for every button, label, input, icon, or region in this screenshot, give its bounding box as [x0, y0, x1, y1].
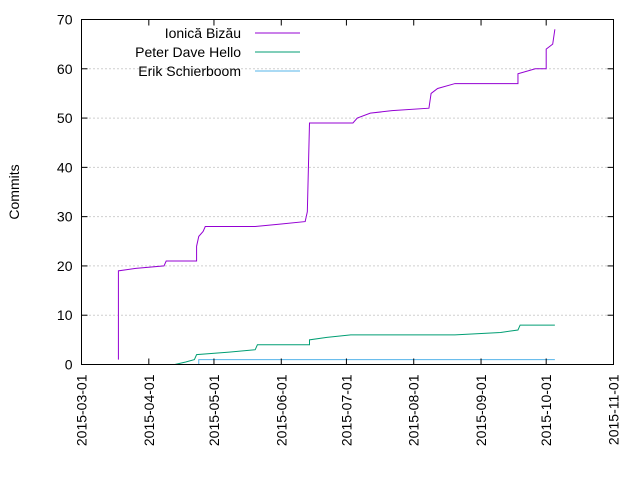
x-tick-labels: 2015-03-01 2015-04-01 2015-05-01 2015-06-01… — [74, 374, 622, 446]
y-tick-label: 30 — [57, 209, 73, 225]
x-tick-label: 2015-05-01 — [206, 374, 222, 446]
legend-label: Ionică Bizău — [165, 25, 241, 41]
x-tick-label: 2015-08-01 — [406, 374, 422, 446]
legend-label: Peter Dave Hello — [135, 44, 241, 60]
x-tick-label: 2015-06-01 — [273, 374, 289, 446]
y-axis-label: Commits — [6, 164, 22, 219]
y-tick-label: 10 — [57, 307, 73, 323]
plot-frame — [81, 19, 614, 365]
y-tick-label: 20 — [57, 258, 73, 274]
legend-label: Erik Schierboom — [138, 63, 241, 79]
y-tick-labels: 0 10 20 30 40 50 60 70 — [57, 12, 73, 373]
x-tick-label: 2015-07-01 — [338, 374, 354, 446]
x-tick-label: 2015-11-01 — [606, 374, 622, 445]
axis-ticks — [81, 19, 614, 365]
y-tick-label: 60 — [57, 61, 73, 77]
x-tick-label: 2015-10-01 — [538, 374, 554, 446]
y-tick-label: 50 — [57, 110, 73, 126]
y-tick-label: 40 — [57, 159, 73, 175]
x-tick-label: 2015-03-01 — [74, 374, 90, 446]
x-tick-label: 2015-04-01 — [141, 374, 157, 446]
series-line-1 — [174, 324, 555, 365]
series-line-2 — [198, 359, 555, 365]
legend: Ionică Bizău Peter Dave Hello Erik Schierb… — [135, 25, 300, 79]
grid-lines — [81, 68, 614, 316]
y-tick-label: 0 — [65, 357, 73, 373]
series-lines — [117, 29, 556, 365]
y-tick-label: 70 — [57, 12, 73, 28]
series-line-0 — [117, 29, 556, 360]
x-tick-label: 2015-09-01 — [473, 374, 489, 446]
